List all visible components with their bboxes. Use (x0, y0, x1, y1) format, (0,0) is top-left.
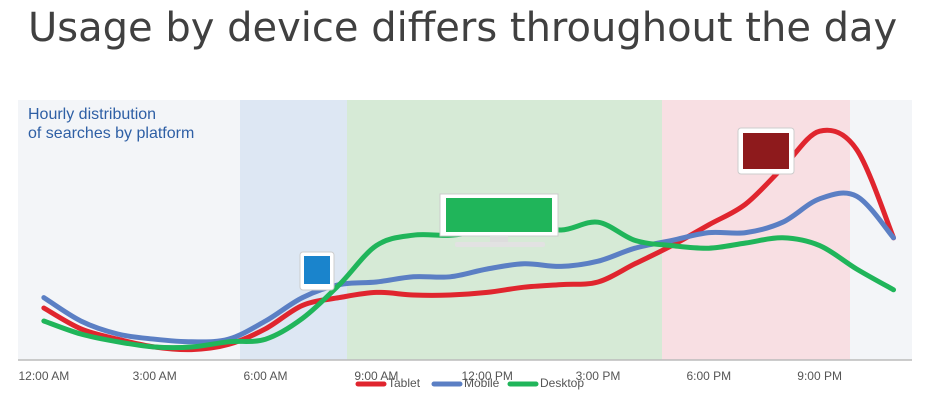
series-line (41, 127, 897, 353)
tv-icon (737, 127, 795, 175)
x-tick-label: 6:00 PM (686, 369, 731, 383)
series-line (41, 190, 897, 345)
x-axis-labels: 12:00 AM 3:00 AM 6:00 AM 9:00 AM 12:00 PM 3:0… (19, 369, 842, 383)
legend: Tablet Mobile Desktop (355, 376, 584, 390)
x-tick-label: 12:00 PM (461, 369, 512, 383)
annotation: of searches by platform (28, 125, 194, 142)
legend-label: Mobile (464, 376, 500, 390)
annotation: Hourly distribution (28, 106, 156, 123)
legend-label: Tablet (388, 376, 421, 390)
desktop-icon (439, 193, 559, 247)
x-tick-label: 9:00 PM (797, 369, 842, 383)
x-tick-label: 6:00 AM (243, 369, 287, 383)
morning-band (240, 100, 347, 360)
chart-title: Usage by device differs throughout the d… (28, 5, 897, 51)
tablet-icon (299, 251, 335, 291)
x-tick-label: 12:00 AM (19, 369, 70, 383)
x-tick-label: 9:00 AM (354, 369, 398, 383)
legend-label: Desktop (540, 376, 584, 390)
x-tick-label: 3:00 AM (133, 369, 177, 383)
x-tick-label: 3:00 PM (576, 369, 621, 383)
